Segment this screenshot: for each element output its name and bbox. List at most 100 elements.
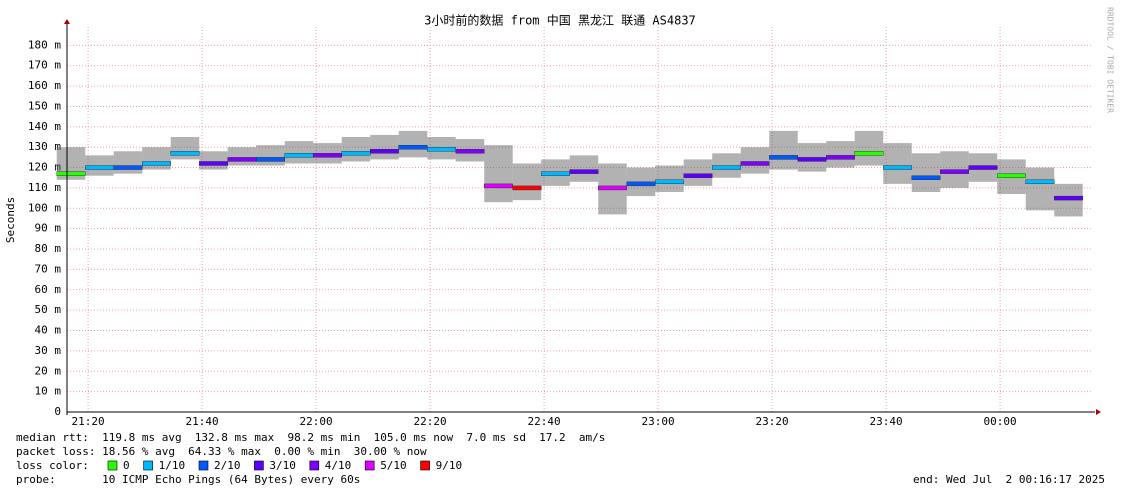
legend-swatch xyxy=(364,460,375,471)
stats-text: packet loss: 18.56 % avg 64.33 % max 0.0… xyxy=(16,445,427,458)
median xyxy=(683,173,713,178)
smoke xyxy=(484,145,513,203)
median xyxy=(170,151,200,156)
y-tick-label: 130 m xyxy=(28,140,61,153)
legend-swatch xyxy=(254,460,264,471)
median xyxy=(655,179,684,185)
legend-title: loss color: xyxy=(16,459,89,472)
median xyxy=(1054,195,1083,201)
median xyxy=(598,185,627,191)
y-axis-label: Seconds xyxy=(4,197,17,243)
x-tick-label: 00:00 xyxy=(984,415,1017,428)
stats-text: median rtt: 119.8 ms avg 132.8 ms max 98… xyxy=(16,431,605,444)
median xyxy=(313,153,342,158)
median xyxy=(541,171,570,176)
y-tick-label: 50 m xyxy=(35,303,62,316)
legend-swatch xyxy=(420,460,430,471)
y-tick-label: 70 m xyxy=(35,262,62,275)
y-tick-label: 20 m xyxy=(35,364,62,377)
median xyxy=(740,161,770,166)
x-tick-label: 23:00 xyxy=(642,415,675,428)
smoke xyxy=(370,134,399,160)
x-tick-label: 22:00 xyxy=(300,415,333,428)
x-tick-label: 21:40 xyxy=(186,415,219,428)
legend-label: 1/10 xyxy=(159,459,186,472)
median xyxy=(56,171,86,176)
y-tick-label: 90 m xyxy=(35,222,62,235)
legend-swatch xyxy=(309,460,320,471)
y-tick-label: 100 m xyxy=(28,201,61,214)
y-tick-label: 150 m xyxy=(28,99,61,112)
median xyxy=(341,151,371,156)
legend-swatch xyxy=(198,460,209,471)
smoke xyxy=(199,151,228,170)
smoke xyxy=(398,130,428,158)
legend-label: 2/10 xyxy=(214,459,241,472)
median xyxy=(142,161,171,166)
y-tick-label: 140 m xyxy=(28,120,61,133)
x-tick-label: 22:20 xyxy=(414,415,447,428)
median xyxy=(256,157,285,162)
y-tick-label: 40 m xyxy=(35,324,62,337)
smoke xyxy=(341,137,371,162)
median xyxy=(484,183,513,189)
probe-text: probe: 10 ICMP Echo Pings (64 Bytes) eve… xyxy=(16,473,360,486)
axis-arrow xyxy=(1096,409,1101,415)
median xyxy=(370,149,399,154)
y-tick-label: 60 m xyxy=(35,283,62,296)
end-text: end: Wed Jul 2 00:16:17 2025 xyxy=(913,473,1105,486)
legend-swatch xyxy=(143,460,153,471)
x-tick-label: 23:40 xyxy=(870,415,903,428)
smoke xyxy=(142,147,171,170)
smoke xyxy=(911,153,941,192)
smoke xyxy=(655,165,684,192)
smoke xyxy=(1025,167,1055,211)
median xyxy=(227,157,257,162)
median xyxy=(1025,179,1055,185)
y-tick-label: 120 m xyxy=(28,161,61,174)
smoke xyxy=(170,137,200,160)
legend-label: 3/10 xyxy=(269,459,296,472)
smoke xyxy=(854,130,884,166)
smoke xyxy=(113,151,143,174)
y-tick-label: 80 m xyxy=(35,242,62,255)
median xyxy=(997,173,1026,178)
smoke xyxy=(256,145,285,166)
median xyxy=(826,155,855,160)
median xyxy=(85,165,114,170)
legend-label: 0 xyxy=(123,459,130,472)
smoke xyxy=(826,141,855,168)
median xyxy=(769,155,798,160)
x-tick-label: 21:20 xyxy=(72,415,105,428)
median xyxy=(113,165,143,170)
legend-swatch xyxy=(107,460,118,471)
y-tick-label: 30 m xyxy=(35,344,62,357)
median xyxy=(883,165,912,170)
y-tick-label: 170 m xyxy=(28,59,61,72)
legend-label: 4/10 xyxy=(325,459,352,472)
axis-arrow xyxy=(64,19,70,24)
smoke xyxy=(683,159,713,186)
y-tick-label: 110 m xyxy=(28,181,61,194)
smoke xyxy=(569,155,599,182)
smoke xyxy=(769,130,798,170)
median xyxy=(626,181,656,187)
y-tick-label: 10 m xyxy=(35,385,62,398)
y-tick-label: 160 m xyxy=(28,79,61,92)
median xyxy=(455,149,485,154)
smoke xyxy=(227,147,257,166)
median xyxy=(911,175,941,180)
median xyxy=(797,157,827,162)
chart-title: 3小时前的数据 from 中国 黑龙江 联通 AS4837 xyxy=(424,13,696,28)
smoke xyxy=(512,163,542,201)
median xyxy=(712,165,741,170)
legend-label: 9/10 xyxy=(436,459,463,472)
median xyxy=(398,144,428,150)
median xyxy=(940,169,969,174)
smoke xyxy=(883,143,912,184)
median xyxy=(512,185,542,191)
legend-label: 5/10 xyxy=(380,459,407,472)
y-tick-label: 180 m xyxy=(28,38,61,51)
